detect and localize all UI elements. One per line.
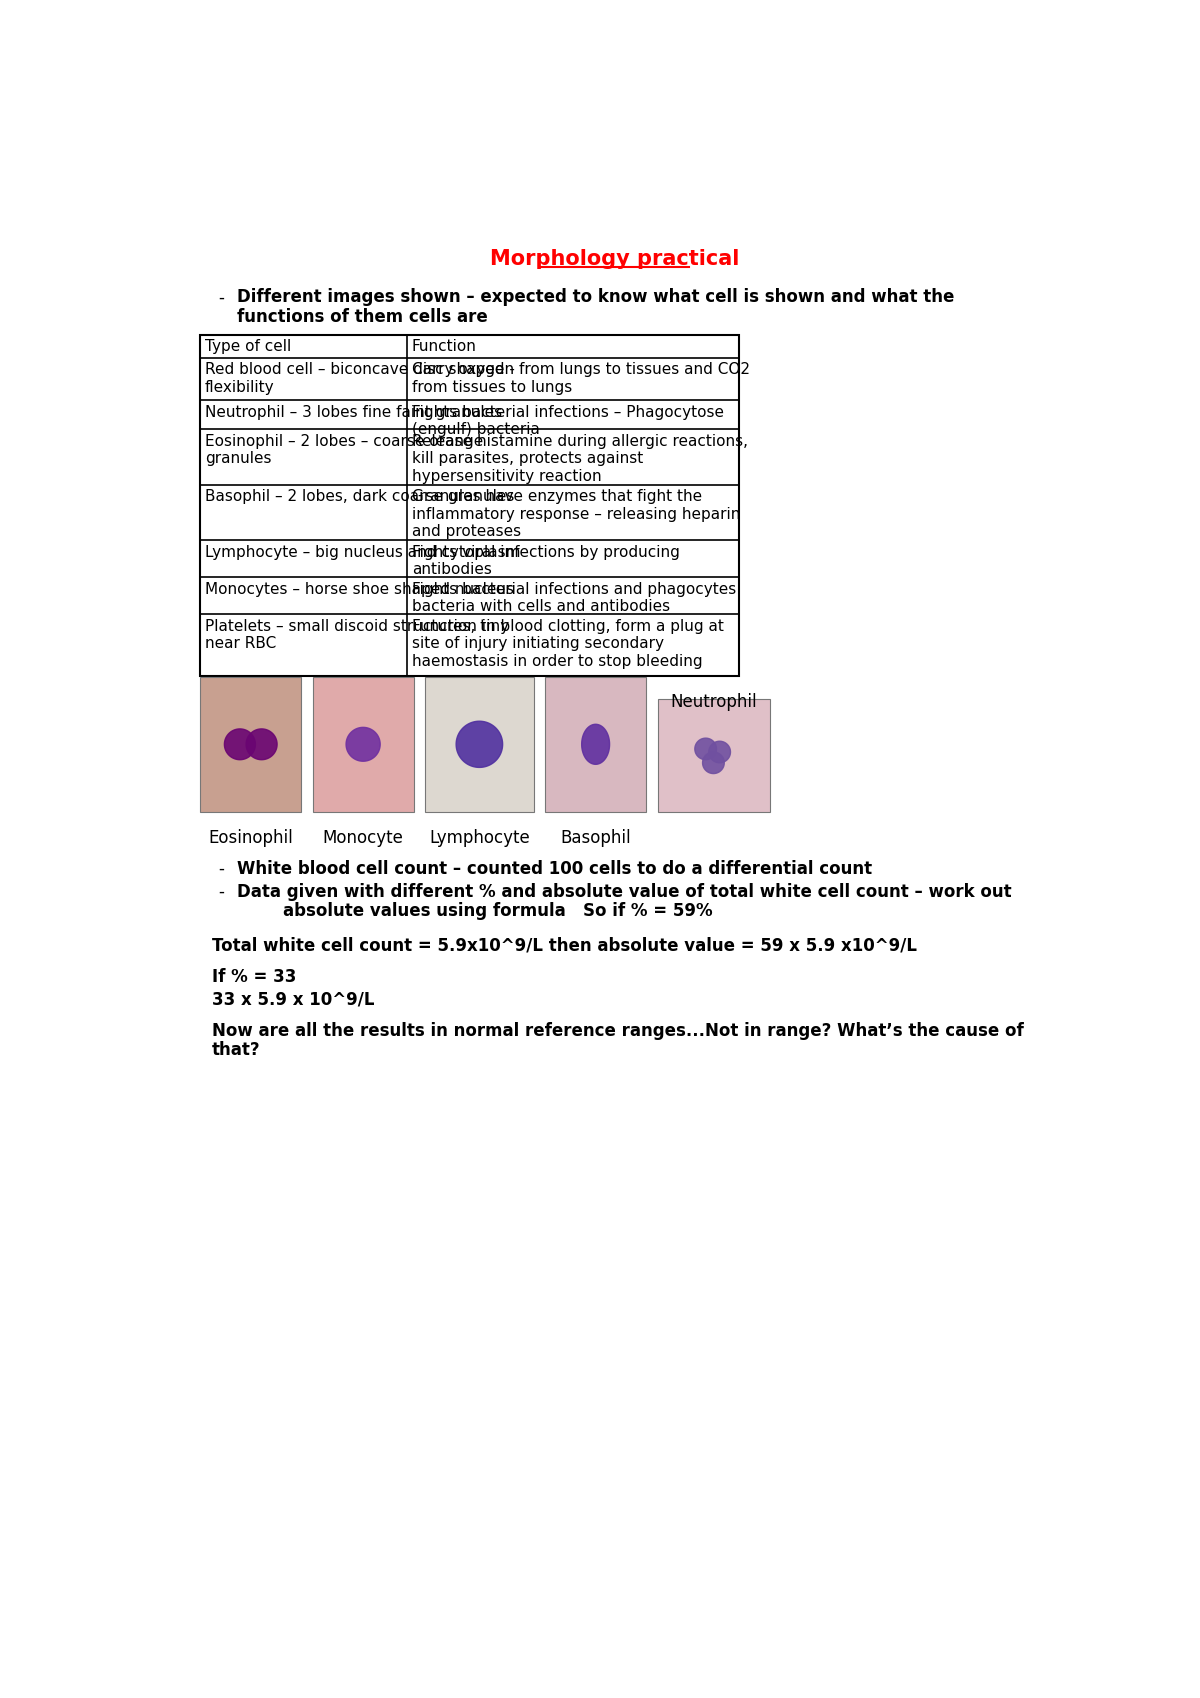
Polygon shape [246,728,277,759]
Text: Total white cell count = 5.9x10^9/L then absolute value = 59 x 5.9 x10^9/L: Total white cell count = 5.9x10^9/L then… [212,937,917,954]
Text: Platelets – small discoid structures, tiny
near RBC: Platelets – small discoid structures, ti… [205,618,509,652]
Text: Basophil – 2 lobes, dark coarse granules: Basophil – 2 lobes, dark coarse granules [205,489,515,504]
Text: that?: that? [212,1041,260,1060]
Text: Data given with different % and absolute value of total white cell count – work : Data given with different % and absolute… [236,883,1012,902]
Text: Monocytes – horse shoe shaped nucleus: Monocytes – horse shoe shaped nucleus [205,582,514,596]
Text: Lymphocyte – big nucleus and cytoplasm: Lymphocyte – big nucleus and cytoplasm [205,545,521,560]
Text: absolute values using formula   So if % = 59%: absolute values using formula So if % = … [236,902,713,920]
Text: Monocyte: Monocyte [323,829,403,847]
Polygon shape [346,727,380,761]
FancyBboxPatch shape [200,678,301,812]
Text: 33 x 5.9 x 10^9/L: 33 x 5.9 x 10^9/L [212,990,374,1009]
Polygon shape [702,752,725,774]
Text: Fights viral infections by producing
antibodies: Fights viral infections by producing ant… [412,545,680,577]
FancyBboxPatch shape [425,678,534,812]
Text: Function in blood clotting, form a plug at
site of injury initiating secondary
h: Function in blood clotting, form a plug … [412,618,724,669]
Text: Now are all the results in normal reference ranges...Not in range? What’s the ca: Now are all the results in normal refere… [212,1022,1024,1039]
Text: Morphology practical: Morphology practical [491,250,739,270]
Text: Function: Function [412,340,476,355]
Text: Red blood cell – biconcave disc shaped -
flexibility: Red blood cell – biconcave disc shaped -… [205,362,515,394]
Text: Fights bacterial infections and phagocytes
bacteria with cells and antibodies: Fights bacterial infections and phagocyt… [412,582,737,615]
Polygon shape [224,728,256,759]
Polygon shape [456,722,503,767]
Polygon shape [582,725,610,764]
Text: White blood cell count – counted 100 cells to do a differential count: White blood cell count – counted 100 cel… [236,859,872,878]
Text: Neutrophil: Neutrophil [670,693,757,711]
Text: Type of cell: Type of cell [205,340,292,355]
Text: -: - [218,859,224,878]
Text: If % = 33: If % = 33 [212,968,296,985]
Text: Eosinophil – 2 lobes – coarse orange
granules: Eosinophil – 2 lobes – coarse orange gra… [205,435,484,467]
Text: Fights bacterial infections – Phagocytose
(engulf) bacteria: Fights bacterial infections – Phagocytos… [412,404,724,436]
Bar [200,335,739,676]
Polygon shape [695,739,716,759]
Text: Lymphocyte: Lymphocyte [430,829,529,847]
Text: Neutrophil – 3 lobes fine faint granules: Neutrophil – 3 lobes fine faint granules [205,404,502,419]
Text: -: - [218,289,224,306]
Text: Granules have enzymes that fight the
inflammatory response – releasing heparin
a: Granules have enzymes that fight the inf… [412,489,740,540]
FancyBboxPatch shape [545,678,646,812]
Polygon shape [709,742,731,762]
Text: functions of them cells are: functions of them cells are [236,307,487,326]
Text: Release histamine during allergic reactions,
kill parasites, protects against
hy: Release histamine during allergic reacti… [412,435,748,484]
FancyBboxPatch shape [658,700,770,812]
Text: Eosinophil: Eosinophil [209,829,293,847]
Text: Different images shown – expected to know what cell is shown and what the: Different images shown – expected to kno… [236,289,954,306]
Text: Basophil: Basophil [560,829,631,847]
Text: -: - [218,883,224,902]
FancyBboxPatch shape [313,678,414,812]
Text: Carry oxygen from lungs to tissues and CO2
from tissues to lungs: Carry oxygen from lungs to tissues and C… [412,362,750,394]
